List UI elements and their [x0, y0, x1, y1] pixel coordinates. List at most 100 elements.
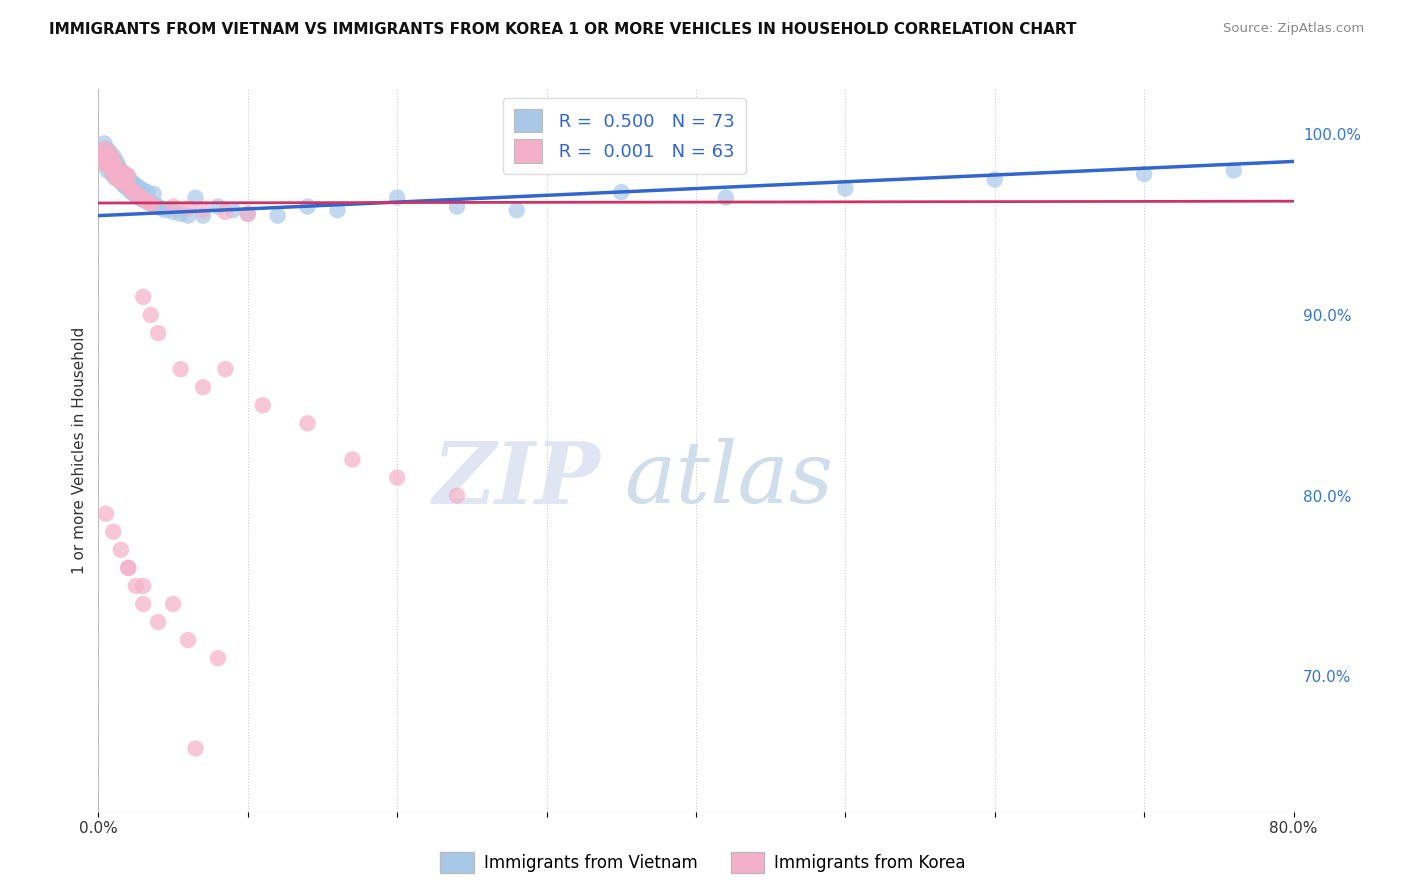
- Point: [129, 181, 152, 195]
- Point: [117, 561, 139, 575]
- Point: [148, 615, 170, 629]
- Point: [94, 158, 117, 172]
- Point: [124, 185, 146, 199]
- Point: [103, 149, 125, 163]
- Point: [184, 190, 207, 204]
- Point: [446, 200, 468, 214]
- Point: [214, 362, 236, 376]
- Point: [105, 165, 128, 179]
- Point: [214, 205, 236, 219]
- Point: [141, 198, 163, 212]
- Point: [96, 163, 118, 178]
- Point: [139, 196, 162, 211]
- Point: [98, 160, 122, 174]
- Point: [94, 149, 117, 163]
- Point: [127, 179, 149, 194]
- Point: [132, 579, 155, 593]
- Point: [104, 158, 127, 172]
- Point: [121, 176, 143, 190]
- Point: [169, 207, 191, 221]
- Point: [94, 142, 117, 156]
- Point: [128, 188, 150, 202]
- Point: [112, 178, 135, 192]
- Point: [162, 200, 184, 214]
- Point: [97, 156, 120, 170]
- Point: [117, 169, 139, 183]
- Point: [104, 158, 127, 172]
- Point: [222, 203, 245, 218]
- Point: [96, 151, 118, 165]
- Point: [97, 145, 120, 160]
- Point: [610, 185, 633, 199]
- Point: [148, 200, 170, 214]
- Point: [94, 149, 117, 163]
- Point: [252, 398, 274, 412]
- Point: [110, 174, 132, 188]
- Point: [117, 172, 139, 186]
- Point: [94, 507, 117, 521]
- Point: [326, 203, 349, 218]
- Point: [111, 176, 134, 190]
- Point: [108, 161, 131, 176]
- Point: [128, 190, 150, 204]
- Point: [139, 308, 162, 322]
- Point: [115, 178, 138, 192]
- Point: [108, 172, 131, 186]
- Text: Source: ZipAtlas.com: Source: ZipAtlas.com: [1223, 22, 1364, 36]
- Point: [105, 154, 128, 169]
- Point: [103, 154, 125, 169]
- Point: [90, 145, 112, 160]
- Point: [135, 194, 157, 209]
- Point: [125, 579, 148, 593]
- Point: [120, 183, 142, 197]
- Point: [714, 190, 737, 204]
- Point: [118, 183, 141, 197]
- Point: [297, 200, 319, 214]
- Point: [150, 202, 173, 216]
- Point: [506, 203, 529, 218]
- Point: [107, 158, 129, 172]
- Point: [342, 452, 364, 467]
- Point: [169, 362, 191, 376]
- Point: [236, 207, 259, 221]
- Point: [114, 167, 136, 181]
- Point: [446, 489, 468, 503]
- Point: [97, 144, 120, 158]
- Point: [93, 142, 115, 156]
- Point: [120, 185, 142, 199]
- Point: [191, 209, 214, 223]
- Point: [135, 194, 157, 209]
- Point: [1133, 167, 1156, 181]
- Point: [148, 326, 170, 340]
- Point: [98, 158, 122, 172]
- Point: [191, 380, 214, 394]
- Point: [120, 174, 142, 188]
- Point: [177, 202, 200, 216]
- Point: [103, 160, 125, 174]
- Point: [834, 181, 856, 195]
- Point: [125, 178, 148, 192]
- Point: [184, 741, 207, 756]
- Point: [101, 154, 124, 169]
- Point: [132, 193, 155, 207]
- Point: [103, 524, 125, 539]
- Point: [138, 196, 160, 211]
- Point: [191, 203, 214, 218]
- Point: [111, 165, 134, 179]
- Point: [101, 151, 124, 165]
- Point: [90, 145, 112, 160]
- Point: [385, 190, 409, 204]
- Point: [177, 633, 200, 648]
- Point: [105, 161, 128, 176]
- Point: [142, 186, 165, 201]
- Text: ZIP: ZIP: [433, 438, 600, 521]
- Point: [129, 190, 152, 204]
- Text: atlas: atlas: [624, 438, 834, 521]
- Point: [177, 209, 200, 223]
- Point: [103, 167, 125, 181]
- Point: [125, 186, 148, 201]
- Point: [108, 163, 131, 178]
- Point: [385, 470, 409, 484]
- Point: [105, 170, 128, 185]
- Point: [1223, 163, 1246, 178]
